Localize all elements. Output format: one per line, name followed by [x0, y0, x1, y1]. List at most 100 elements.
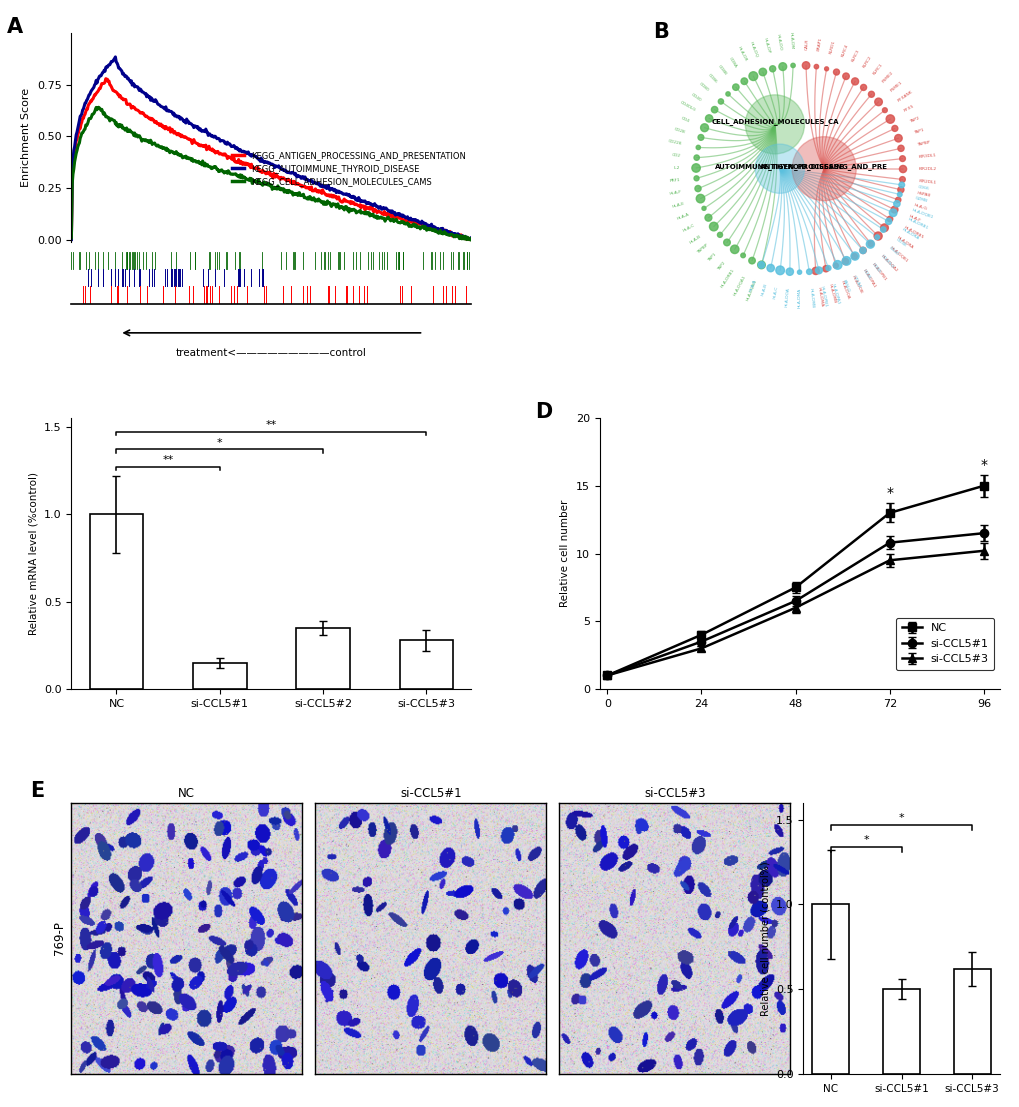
Circle shape [899, 165, 906, 173]
Text: ERAP1: ERAP1 [816, 37, 822, 51]
Circle shape [806, 269, 811, 275]
Circle shape [899, 177, 905, 183]
Bar [953, 969, 989, 1074]
Circle shape [710, 106, 717, 113]
Legend: KEGG_ANTIGEN_PROCESSING_AND_PRESENTATION, KEGG_AUTOIMMUNE_THYROID_DISEASE, KEGG_: KEGG_ANTIGEN_PROCESSING_AND_PRESENTATION… [229, 149, 467, 188]
Circle shape [874, 235, 878, 239]
Text: HLA-DOA: HLA-DOA [839, 280, 850, 300]
Text: HLA-DPA1: HLA-DPA1 [830, 283, 840, 304]
Circle shape [833, 263, 838, 268]
Circle shape [889, 209, 896, 217]
Text: HLA-DRB1: HLA-DRB1 [906, 218, 927, 231]
Text: HLA-B: HLA-B [760, 283, 767, 297]
Bar [811, 904, 849, 1074]
Circle shape [860, 84, 866, 91]
Text: CD80: CD80 [698, 82, 709, 93]
Text: HLA-DMB: HLA-DMB [808, 288, 814, 308]
Circle shape [825, 266, 830, 270]
Circle shape [859, 247, 865, 254]
Circle shape [879, 227, 886, 232]
Legend: NC, si-CCL5#1, si-CCL5#3: NC, si-CCL5#1, si-CCL5#3 [895, 618, 994, 670]
Circle shape [833, 260, 841, 269]
Circle shape [730, 245, 738, 254]
Text: B: B [652, 22, 668, 42]
Text: HLA-G: HLA-G [912, 203, 926, 210]
Text: CD86: CD86 [707, 72, 717, 84]
Text: PSME2: PSME2 [880, 71, 894, 84]
Circle shape [859, 247, 865, 254]
Bar [296, 628, 350, 689]
Circle shape [898, 182, 904, 188]
Text: CD40LG: CD40LG [879, 255, 894, 270]
Text: HSPA8: HSPA8 [915, 192, 930, 198]
Y-axis label: Relative cell number: Relative cell number [559, 500, 570, 607]
Text: CD40: CD40 [887, 246, 899, 257]
Circle shape [701, 206, 705, 210]
Text: treatment<—————————control: treatment<—————————control [176, 349, 367, 359]
Circle shape [874, 99, 881, 105]
Text: AUTOIMMUNE_THYROID_DISEASE: AUTOIMMUNE_THYROID_DISEASE [714, 163, 844, 169]
Text: CD4: CD4 [680, 116, 690, 123]
Text: CD80: CD80 [870, 262, 880, 273]
Text: CD38: CD38 [894, 237, 906, 248]
Text: CD2: CD2 [671, 153, 681, 158]
Text: KLRD1: KLRD1 [828, 39, 836, 54]
Circle shape [693, 176, 698, 180]
Text: KIR3DL1: KIR3DL1 [917, 153, 935, 159]
Text: E: E [30, 782, 44, 801]
Circle shape [897, 193, 901, 197]
Y-axis label: Enrichment Score: Enrichment Score [21, 87, 32, 187]
Circle shape [823, 66, 827, 71]
Text: HLA-DOA: HLA-DOA [784, 288, 790, 308]
Title: si-CCL5#3: si-CCL5#3 [643, 787, 705, 800]
Text: HLA-DRB1: HLA-DRB1 [719, 268, 736, 289]
Circle shape [822, 266, 828, 272]
Text: HLA-DMA: HLA-DMA [815, 287, 822, 307]
Text: PSME1: PSME1 [889, 81, 903, 93]
Circle shape [899, 156, 905, 162]
Text: HLA-E: HLA-E [672, 201, 685, 209]
Y-axis label: Relative cell number (control%): Relative cell number (control%) [760, 861, 769, 1015]
Text: *: * [862, 835, 868, 845]
Circle shape [696, 145, 700, 149]
Circle shape [769, 65, 775, 72]
Circle shape [851, 254, 857, 259]
Circle shape [886, 115, 894, 123]
Text: **: ** [266, 421, 277, 431]
Text: CD8B: CD8B [716, 64, 727, 75]
Circle shape [726, 92, 730, 96]
Text: HLA-DPB1: HLA-DPB1 [870, 261, 887, 281]
Text: TAP1: TAP1 [912, 128, 923, 135]
Text: D: D [535, 402, 552, 422]
Text: HLA-DOB: HLA-DOB [850, 275, 862, 294]
Circle shape [851, 77, 858, 85]
Circle shape [813, 64, 818, 69]
Circle shape [895, 197, 900, 203]
Circle shape [740, 77, 747, 84]
Circle shape [879, 224, 888, 231]
Text: CD8A: CD8A [727, 56, 737, 69]
Circle shape [802, 62, 809, 69]
Text: HLA-DQA2: HLA-DQA2 [879, 254, 898, 273]
Text: RFX5: RFX5 [903, 104, 914, 113]
Text: HLA-C: HLA-C [681, 224, 695, 234]
Text: HLA-DQA1: HLA-DQA1 [732, 273, 746, 296]
Text: TAP1: TAP1 [706, 252, 716, 262]
Text: KLRC3: KLRC3 [851, 49, 860, 63]
Text: HLA-DM: HLA-DM [789, 32, 793, 50]
Circle shape [873, 232, 881, 240]
Text: HLA-DQB1: HLA-DQB1 [889, 245, 908, 262]
Y-axis label: 769-P: 769-P [53, 921, 66, 955]
Text: HLA-F: HLA-F [668, 189, 682, 196]
Circle shape [757, 261, 764, 268]
Text: HLA-DR: HLA-DR [737, 46, 747, 63]
Bar [90, 514, 144, 689]
Text: HLA-DPA1: HLA-DPA1 [860, 269, 875, 289]
Circle shape [704, 215, 711, 221]
Circle shape [775, 266, 784, 275]
Text: HLA-C: HLA-C [772, 286, 779, 300]
Circle shape [732, 84, 739, 91]
Circle shape [897, 187, 903, 193]
Circle shape [842, 257, 850, 266]
Text: HLA-DO: HLA-DO [774, 34, 782, 51]
